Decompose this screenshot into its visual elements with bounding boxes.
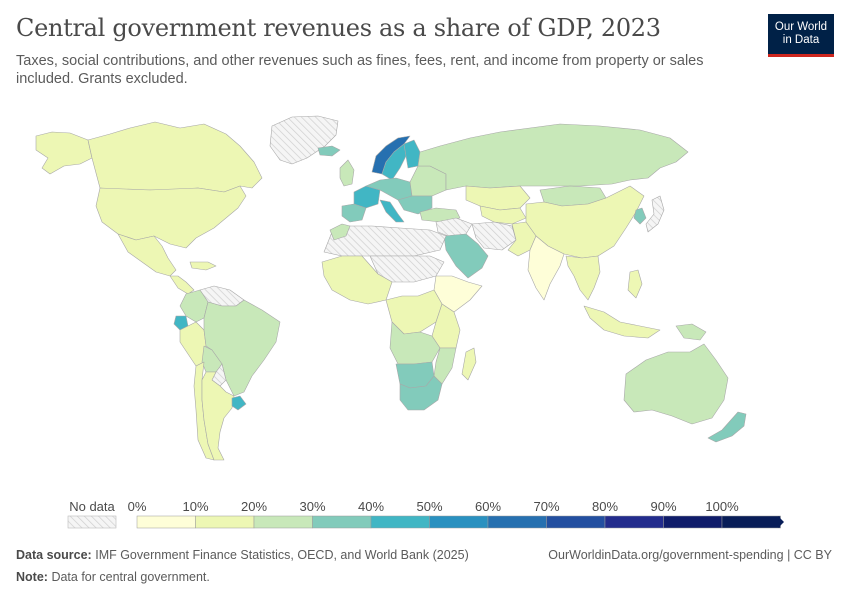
region-balkans[interactable] [397,195,433,215]
legend-tick-label: 50% [416,499,442,514]
region-france[interactable] [353,185,381,209]
region-angola-zambia[interactable] [389,321,441,365]
region-japan[interactable] [645,195,665,233]
region-south-africa[interactable] [399,375,443,411]
legend-bin-1[interactable] [195,515,255,529]
chart-title: Central government revenues as a share o… [16,14,661,42]
region-afghanistan-pakistan[interactable] [507,221,537,257]
region-caribbean[interactable] [189,261,217,271]
owid-logo[interactable]: Our World in Data [768,14,834,57]
legend-tick-label: 40% [358,499,384,514]
legend-tick-label: 90% [650,499,676,514]
legend-tick-label: 80% [592,499,618,514]
region-india[interactable] [527,235,565,301]
legend-tick-label: 10% [182,499,208,514]
region-korea[interactable] [633,207,647,225]
legend-no-data-label: No data [69,499,115,514]
footer-url[interactable]: OurWorldinData.org/government-spending |… [548,548,832,562]
world-map [35,115,747,461]
legend-bin-9[interactable] [663,515,723,529]
source-text[interactable]: IMF Government Finance Statistics, OECD,… [95,548,469,562]
legend-tick-label: 20% [241,499,267,514]
region-mexico[interactable] [117,233,177,277]
region-morocco[interactable] [329,223,351,241]
legend-tick-label: 100% [705,499,739,514]
region-italy[interactable] [379,199,405,223]
legend-bin-8[interactable] [604,515,664,529]
legend-tick-label: 60% [475,499,501,514]
region-argentina[interactable] [201,371,235,461]
legend-arrow [778,516,784,528]
region-iran[interactable] [471,221,517,251]
region-ireland-uk[interactable] [339,159,355,187]
region-madagascar[interactable] [461,347,477,381]
region-png[interactable] [675,323,707,341]
region-central-america[interactable] [169,275,195,295]
region-saudi-arabia[interactable] [443,233,489,279]
logo-line-1: Our World [774,21,828,33]
region-greenland[interactable] [269,115,339,165]
region-middle-east[interactable] [435,217,473,237]
legend-bin-6[interactable] [487,515,547,529]
region-new-zealand[interactable] [707,411,747,443]
region-philippines[interactable] [627,269,643,299]
region-russia[interactable] [417,123,689,191]
source-label: Data source: [16,548,92,562]
footer-note: Note: Data for central government. [16,570,210,584]
region-usa[interactable] [95,185,247,249]
footer-source: Data source: IMF Government Finance Stat… [16,548,469,562]
legend-tick-label: 0% [128,499,147,514]
legend-bin-7[interactable] [546,515,606,529]
region-turkey[interactable] [419,207,461,223]
legend-bin-10[interactable] [721,515,781,529]
chart-subtitle: Taxes, social contributions, and other r… [16,53,704,87]
region-colombia[interactable] [179,289,209,323]
legend-bin-0[interactable] [136,515,196,529]
note-text: Data for central government. [51,570,210,584]
region-uruguay[interactable] [231,395,247,411]
region-kazakhstan[interactable] [465,185,531,211]
legend-tick-label: 30% [299,499,325,514]
region-central-asia[interactable] [479,205,527,225]
legend-tick-label: 70% [533,499,559,514]
legend-bin-3[interactable] [312,515,372,529]
region-iceland[interactable] [317,145,341,157]
region-mozambique[interactable] [433,347,457,385]
logo-line-2: in Data [782,34,820,46]
legend-no-data-swatch [67,515,117,529]
region-finland[interactable] [403,139,421,169]
region-australia[interactable] [623,343,729,425]
region-spain-portugal[interactable] [341,203,367,223]
legend-bin-2[interactable] [253,515,313,529]
region-southeast-asia[interactable] [565,255,601,301]
legend-bin-5[interactable] [429,515,489,529]
legend-bin-4[interactable] [370,515,430,529]
region-alaska[interactable] [35,131,93,175]
note-label: Note: [16,570,48,584]
legend: No data 0% 10% 20% 30% 40% 50% 60% 70% 80% 90% 100… [67,499,784,529]
region-indonesia[interactable] [583,305,661,339]
region-canada[interactable] [87,121,263,193]
